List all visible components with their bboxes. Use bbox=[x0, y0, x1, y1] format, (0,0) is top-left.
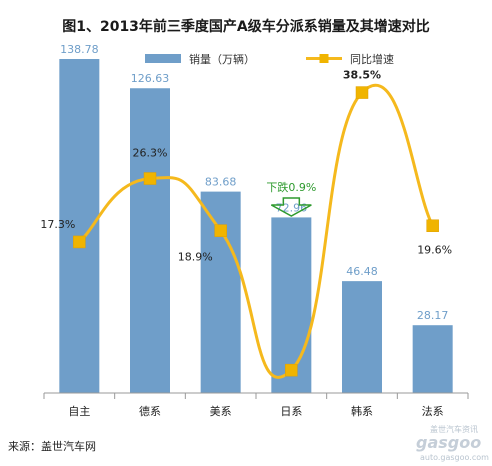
growth-marker bbox=[426, 219, 439, 232]
legend-bar-swatch bbox=[145, 54, 181, 63]
bar-value-label: 46.48 bbox=[346, 265, 378, 278]
decline-annotation: 下跌0.9% bbox=[266, 180, 316, 217]
category-label: 自主 bbox=[68, 405, 90, 418]
growth-marker bbox=[285, 363, 298, 377]
legend: 销量（万辆） 同比增速 bbox=[145, 52, 394, 66]
bar-1 bbox=[130, 88, 170, 393]
watermark: 盖世汽车资讯 gasgoo auto.gasgoo.com bbox=[416, 424, 489, 462]
watermark-url: auto.gasgoo.com bbox=[420, 453, 489, 462]
growth-value-label: 19.6% bbox=[417, 244, 452, 257]
growth-marker bbox=[355, 86, 369, 99]
category-label: 日系 bbox=[280, 405, 302, 418]
growth-marker bbox=[73, 235, 86, 249]
growth-markers bbox=[73, 86, 439, 377]
bar-value-label: 28.17 bbox=[417, 309, 449, 322]
legend-bar-label: 销量（万辆） bbox=[189, 52, 255, 66]
bar-series bbox=[59, 59, 453, 393]
source-note: 来源：盖世汽车网 bbox=[8, 439, 96, 453]
bar-value-label: 83.68 bbox=[205, 176, 237, 189]
bar-2 bbox=[200, 191, 241, 393]
bar-value-labels: 138.78 126.63 83.68 72.96 46.48 28.17 bbox=[60, 43, 448, 322]
watermark-cn: 盖世汽车资讯 bbox=[430, 424, 478, 434]
legend-line-label: 同比增速 bbox=[350, 52, 394, 66]
x-axis-ticks bbox=[43, 393, 469, 399]
bar-value-label: 138.78 bbox=[60, 43, 99, 56]
growth-value-label: 38.5% bbox=[343, 69, 381, 82]
down-arrow-icon bbox=[270, 197, 312, 217]
decline-annotation-text: 下跌0.9% bbox=[266, 180, 316, 194]
growth-value-labels: 17.3% 26.3% 18.9% 38.5% 19.6% bbox=[40, 69, 452, 264]
bar-4 bbox=[342, 281, 382, 393]
category-label: 法系 bbox=[422, 404, 444, 418]
chart-title: 图1、2013年前三季度国产A级车分派系销量及其增速对比 bbox=[62, 18, 430, 35]
category-label: 德系 bbox=[139, 404, 161, 418]
legend-line-marker bbox=[319, 54, 329, 63]
growth-marker bbox=[143, 172, 157, 185]
growth-value-label: 18.9% bbox=[178, 251, 213, 264]
category-label: 韩系 bbox=[351, 404, 373, 418]
bar-5 bbox=[412, 325, 453, 393]
bar-value-label: 126.63 bbox=[131, 72, 170, 85]
bar-3 bbox=[271, 217, 312, 393]
growth-value-label: 26.3% bbox=[133, 147, 168, 160]
bar-value-label: 72.96 bbox=[276, 201, 308, 214]
category-labels: 自主 德系 美系 日系 韩系 法系 bbox=[68, 404, 443, 418]
growth-marker bbox=[214, 224, 227, 237]
watermark-logo: gasgoo bbox=[416, 433, 481, 452]
growth-value-label: 17.3% bbox=[40, 218, 75, 231]
category-label: 美系 bbox=[210, 405, 232, 418]
